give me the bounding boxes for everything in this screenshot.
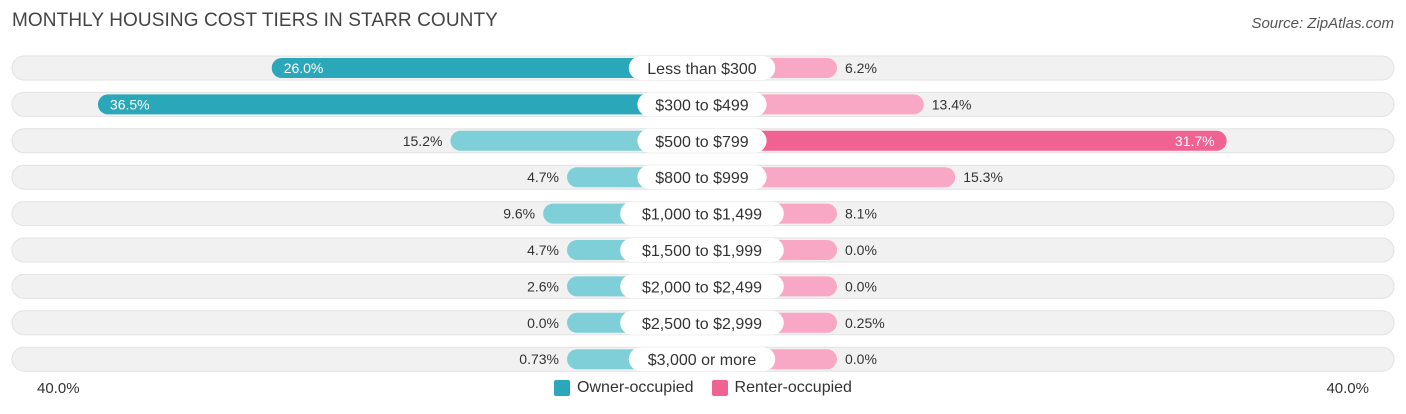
category-pill (620, 310, 784, 335)
owner-bar (97, 94, 703, 115)
axis-label-left: 40.0% (37, 380, 80, 397)
owner-value-label: 0.73% (519, 351, 559, 367)
renter-value-label: 0.0% (845, 278, 877, 294)
chart-source: Source: ZipAtlas.com (1251, 15, 1394, 32)
owner-value-label: 4.7% (527, 242, 559, 258)
chart-legend: Owner-occupied Renter-occupied (0, 379, 1406, 397)
category-label: $500 to $799 (655, 134, 749, 151)
category-label: $2,500 to $2,999 (642, 316, 762, 333)
category-pill (637, 92, 767, 117)
owner-value-label: 26.0% (284, 60, 324, 76)
category-label: $1,000 to $1,499 (642, 207, 762, 224)
renter-value-label: 13.4% (932, 96, 972, 112)
axis-label-right: 40.0% (1326, 380, 1369, 397)
legend-swatch-owner (554, 380, 571, 396)
owner-value-label: 0.0% (527, 315, 559, 331)
renter-bar (702, 130, 1227, 151)
category-label: $3,000 or more (648, 352, 757, 369)
category-label: $1,500 to $1,999 (642, 243, 762, 260)
category-label: $800 to $999 (655, 170, 749, 187)
renter-value-label: 31.7% (1175, 133, 1215, 149)
category-pill (628, 56, 776, 80)
category-label: $2,000 to $2,499 (642, 279, 762, 296)
owner-bar (271, 58, 702, 78)
renter-value-label: 0.0% (845, 351, 877, 367)
renter-value-label: 8.1% (845, 206, 877, 222)
legend-item-renter: Renter-occupied (711, 379, 852, 397)
renter-value-label: 0.0% (845, 242, 877, 258)
category-label: Less than $300 (647, 61, 757, 78)
category-pill (637, 165, 767, 190)
owner-value-label: 4.7% (527, 169, 559, 185)
renter-value-label: 6.2% (845, 60, 877, 76)
legend-label-renter: Renter-occupied (734, 379, 852, 396)
category-pill (628, 347, 776, 372)
owner-value-label: 9.6% (503, 206, 535, 222)
chart-title: MONTHLY HOUSING COST TIERS IN STARR COUN… (12, 10, 498, 31)
category-pill (620, 238, 784, 262)
legend-swatch-renter (711, 380, 728, 396)
category-pill (620, 201, 784, 226)
category-label: $300 to $499 (655, 97, 749, 114)
renter-value-label: 15.3% (963, 169, 1003, 185)
legend-item-owner: Owner-occupied (554, 379, 694, 397)
renter-value-label: 0.25% (845, 315, 885, 331)
owner-value-label: 2.6% (527, 278, 559, 294)
category-pill (620, 274, 784, 299)
owner-value-label: 36.5% (110, 96, 150, 112)
owner-value-label: 15.2% (403, 133, 443, 149)
category-pill (637, 128, 767, 153)
legend-label-owner: Owner-occupied (577, 379, 694, 396)
